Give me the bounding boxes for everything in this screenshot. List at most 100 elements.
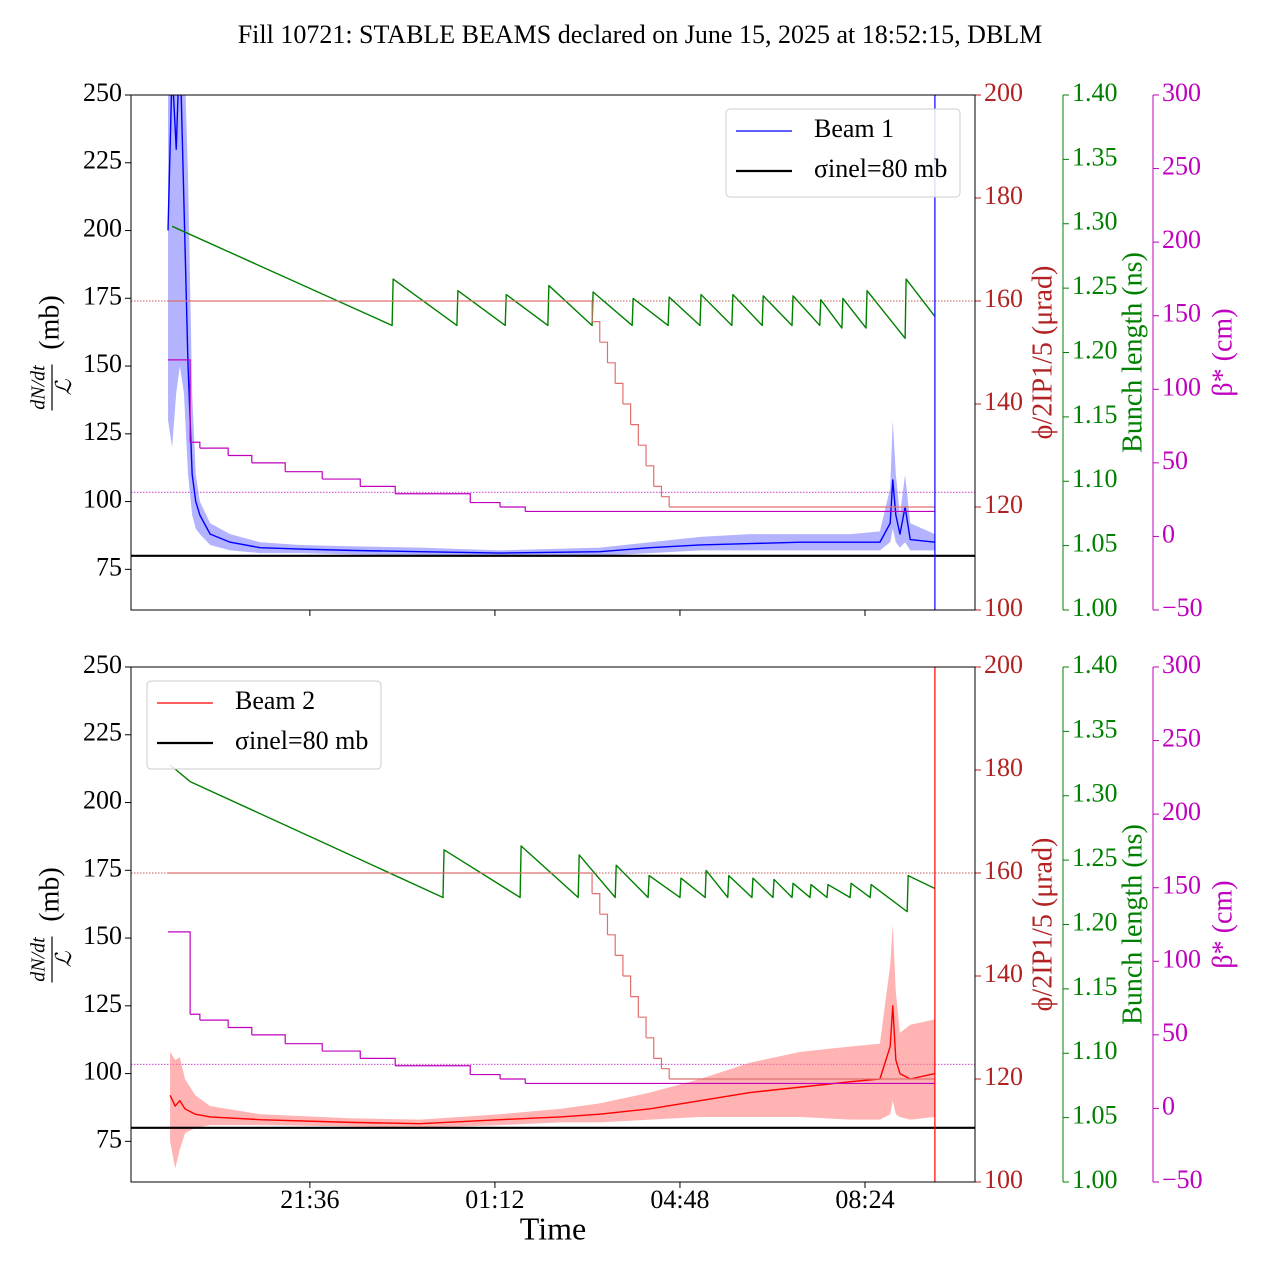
y4-tick-label: −50 — [1162, 1165, 1203, 1194]
y3-tick-label: 1.15 — [1072, 400, 1118, 429]
step-segment — [646, 465, 655, 487]
y4-tick-label: 0 — [1162, 1091, 1175, 1120]
step-segment — [168, 359, 191, 443]
y4-tick-label: 150 — [1162, 299, 1201, 328]
series-line — [171, 225, 936, 340]
y-tick-label: 175 — [83, 281, 122, 310]
y3-tick-label: 1.30 — [1072, 207, 1118, 236]
step-segment — [599, 341, 609, 363]
x-tick-label: 04:48 — [650, 1185, 709, 1214]
y2-tick-label: 180 — [984, 753, 1023, 782]
step-segment — [285, 471, 323, 480]
y4-tick-label: 200 — [1162, 797, 1201, 826]
y2-tick-label: 160 — [984, 856, 1023, 885]
y3-tick-label: 1.00 — [1072, 1165, 1118, 1194]
legend-label: Beam 2 — [235, 686, 315, 715]
y2-tick-label: 120 — [984, 1062, 1023, 1091]
y2-tick-label: 180 — [984, 181, 1023, 210]
y3-tick-label: 1.20 — [1072, 907, 1118, 936]
legend-label: σinel=80 mb — [814, 154, 947, 183]
series-line — [167, 95, 935, 554]
y3-tick-label: 1.25 — [1072, 843, 1118, 872]
y4-tick-label: 300 — [1162, 650, 1201, 679]
axes-frame — [130, 94, 976, 611]
y-tick-label: 150 — [83, 349, 122, 378]
y-label-denominator: ℒ — [51, 378, 76, 395]
y-tick-label: 100 — [83, 485, 122, 514]
step-segment — [630, 424, 639, 446]
figure-title: Fill 10721: STABLE BEAMS declared on Jun… — [238, 20, 1043, 49]
step-segment — [168, 872, 593, 894]
y2-tick-label: 120 — [984, 490, 1023, 519]
y4-label: β* (cm) — [1207, 308, 1238, 396]
y4-tick-label: 50 — [1162, 446, 1188, 475]
plot-area — [131, 667, 975, 1182]
step-segment — [199, 447, 229, 456]
y4-tick-label: 250 — [1162, 724, 1201, 753]
y4-tick-label: 200 — [1162, 225, 1201, 254]
y-label-numerator: dN/dt — [28, 937, 50, 982]
y4-tick-label: 0 — [1162, 519, 1175, 548]
y3-tick-label: 1.00 — [1072, 593, 1118, 622]
step-segment — [168, 300, 593, 322]
y2-tick-label: 160 — [984, 284, 1023, 313]
y3-tick-label: 1.10 — [1072, 1036, 1118, 1065]
y3-tick-label: 1.30 — [1072, 779, 1118, 808]
step-segment — [653, 485, 663, 497]
step-segment — [615, 954, 624, 976]
series-line — [169, 1005, 936, 1125]
step-segment — [607, 362, 616, 384]
step-segment — [360, 485, 396, 494]
y3-label: Bunch length (ns) — [1117, 824, 1148, 1025]
y3-tick-label: 1.25 — [1072, 271, 1118, 300]
step-segment — [661, 1068, 670, 1079]
y4-tick-label: 50 — [1162, 1018, 1188, 1047]
y3-tick-label: 1.05 — [1072, 529, 1118, 558]
y2-label: ϕ/2IP1/5 (μrad) — [1027, 266, 1058, 440]
y3-tick-label: 1.15 — [1072, 972, 1118, 1001]
y4-tick-label: 150 — [1162, 871, 1201, 900]
step-segment — [322, 478, 361, 487]
legend-label: Beam 1 — [814, 114, 894, 143]
y-tick-label: 75 — [96, 552, 122, 581]
y4-tick-label: 100 — [1162, 944, 1201, 973]
step-segment — [653, 1057, 663, 1069]
y-tick-label: 125 — [83, 417, 122, 446]
y2-tick-label: 200 — [984, 78, 1023, 107]
step-segment — [599, 913, 609, 935]
y3-label: Bunch length (ns) — [1117, 252, 1148, 453]
y-tick-label: 250 — [83, 650, 122, 679]
y4-tick-label: 250 — [1162, 152, 1201, 181]
y-label-denominator: ℒ — [51, 950, 76, 967]
step-segment — [638, 1016, 647, 1038]
step-segment — [500, 1078, 526, 1084]
y-tick-label: 75 — [96, 1124, 122, 1153]
plot-area — [131, 95, 975, 610]
step-segment — [592, 893, 601, 915]
y-tick-label: 125 — [83, 989, 122, 1018]
y2-tick-label: 100 — [984, 593, 1023, 622]
y-tick-label: 150 — [83, 921, 122, 950]
y4-label: β* (cm) — [1207, 880, 1238, 968]
step-segment — [646, 1037, 655, 1059]
y-label: dN/dt ℒ (mb) — [28, 295, 76, 411]
y2-tick-label: 140 — [984, 387, 1023, 416]
step-segment — [470, 1073, 501, 1079]
y-label-numerator: dN/dt — [28, 365, 50, 410]
y-tick-label: 200 — [83, 213, 122, 242]
y2-tick-label: 140 — [984, 959, 1023, 988]
y-tick-label: 250 — [83, 78, 122, 107]
y3-tick-label: 1.05 — [1072, 1101, 1118, 1130]
step-segment — [661, 496, 670, 507]
y-label: dN/dt ℒ (mb) — [28, 867, 76, 983]
step-segment — [622, 975, 632, 997]
y3-tick-label: 1.35 — [1072, 714, 1118, 743]
y2-tick-label: 100 — [984, 1165, 1023, 1194]
axes-frame — [130, 666, 976, 1183]
step-segment — [228, 454, 253, 463]
step-segment — [630, 996, 639, 1018]
step-segment — [190, 1013, 201, 1021]
y3-tick-label: 1.40 — [1072, 78, 1118, 107]
x-tick-label: 21:36 — [280, 1185, 339, 1214]
